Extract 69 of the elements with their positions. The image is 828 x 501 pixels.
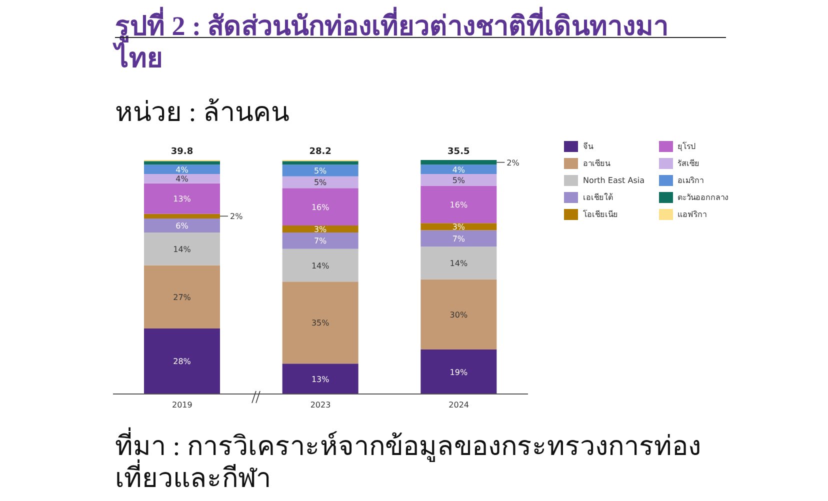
legend-label: อาเซียน [583, 158, 610, 170]
x-tick-label: 2023 [310, 400, 331, 410]
data-label: 16% [450, 200, 468, 210]
data-label: 27% [173, 292, 192, 302]
bar [420, 350, 497, 394]
data-label: 2% [230, 212, 244, 222]
data-label: 14% [311, 261, 330, 270]
data-label: 13% [173, 194, 192, 204]
data-label: 35% [311, 318, 330, 328]
legend-label: North East Asia [583, 176, 644, 184]
bar [144, 328, 220, 394]
data-label: 4% [176, 174, 189, 184]
bar [420, 223, 497, 230]
bar [282, 232, 358, 249]
data-label: 5% [314, 166, 328, 176]
bar [144, 265, 220, 328]
x-tick-label: 2019 [172, 400, 192, 410]
data-label: 16% [311, 202, 330, 212]
bar [144, 214, 220, 218]
bar [144, 161, 220, 165]
bar [420, 160, 497, 165]
bar [282, 226, 358, 233]
bar [420, 174, 497, 186]
bar [420, 186, 497, 224]
data-label: 5% [314, 178, 328, 188]
data-label: 3% [314, 225, 328, 234]
bar [420, 230, 497, 247]
legend-label: โอเชียเนีย [583, 208, 618, 220]
legend-label: เอเชียใต้ [583, 192, 613, 204]
legend-label: แอฟริกา [678, 208, 706, 220]
data-label: 7% [314, 236, 328, 246]
legend-label: จีน [583, 140, 593, 152]
bar [144, 164, 220, 174]
bar [282, 282, 358, 364]
annotation: 39.8 [170, 147, 194, 157]
data-label: 4% [452, 165, 466, 174]
bar [282, 161, 358, 165]
legend-label: รัสเซีย [678, 158, 700, 170]
bar [420, 164, 497, 174]
legend-label: ยุโรป [678, 140, 696, 152]
legend-label: ตะวันออกกลาง [678, 192, 728, 204]
bar [144, 232, 220, 266]
annotation: 35.5 [448, 147, 470, 157]
data-label: 14% [450, 258, 468, 268]
legend-label: อเมริกา [678, 174, 704, 186]
data-label: 6% [176, 222, 189, 231]
data-label: 5% [452, 176, 466, 185]
bar [282, 164, 358, 176]
chart-subtitle: หน่วย : ล้านคน [115, 96, 290, 129]
data-label: 13% [311, 374, 330, 384]
annotation: 28.2 [309, 147, 332, 157]
data-label: 3% [452, 222, 466, 232]
data-label: 19% [450, 368, 468, 377]
bar [282, 248, 358, 282]
data-label: 7% [452, 234, 466, 244]
bar [144, 218, 220, 233]
data-label: 14% [173, 244, 192, 254]
bar [144, 183, 220, 214]
bar [282, 176, 358, 188]
bar [420, 246, 497, 280]
bar [282, 364, 358, 394]
data-label: 2% [506, 158, 520, 168]
x-tick-label: 2024 [448, 400, 470, 410]
data-label: 4% [176, 165, 189, 174]
bar [282, 188, 358, 226]
bar [420, 279, 497, 350]
bar [144, 174, 220, 184]
data-label: 28% [173, 357, 192, 366]
data-label: 30% [450, 310, 468, 320]
